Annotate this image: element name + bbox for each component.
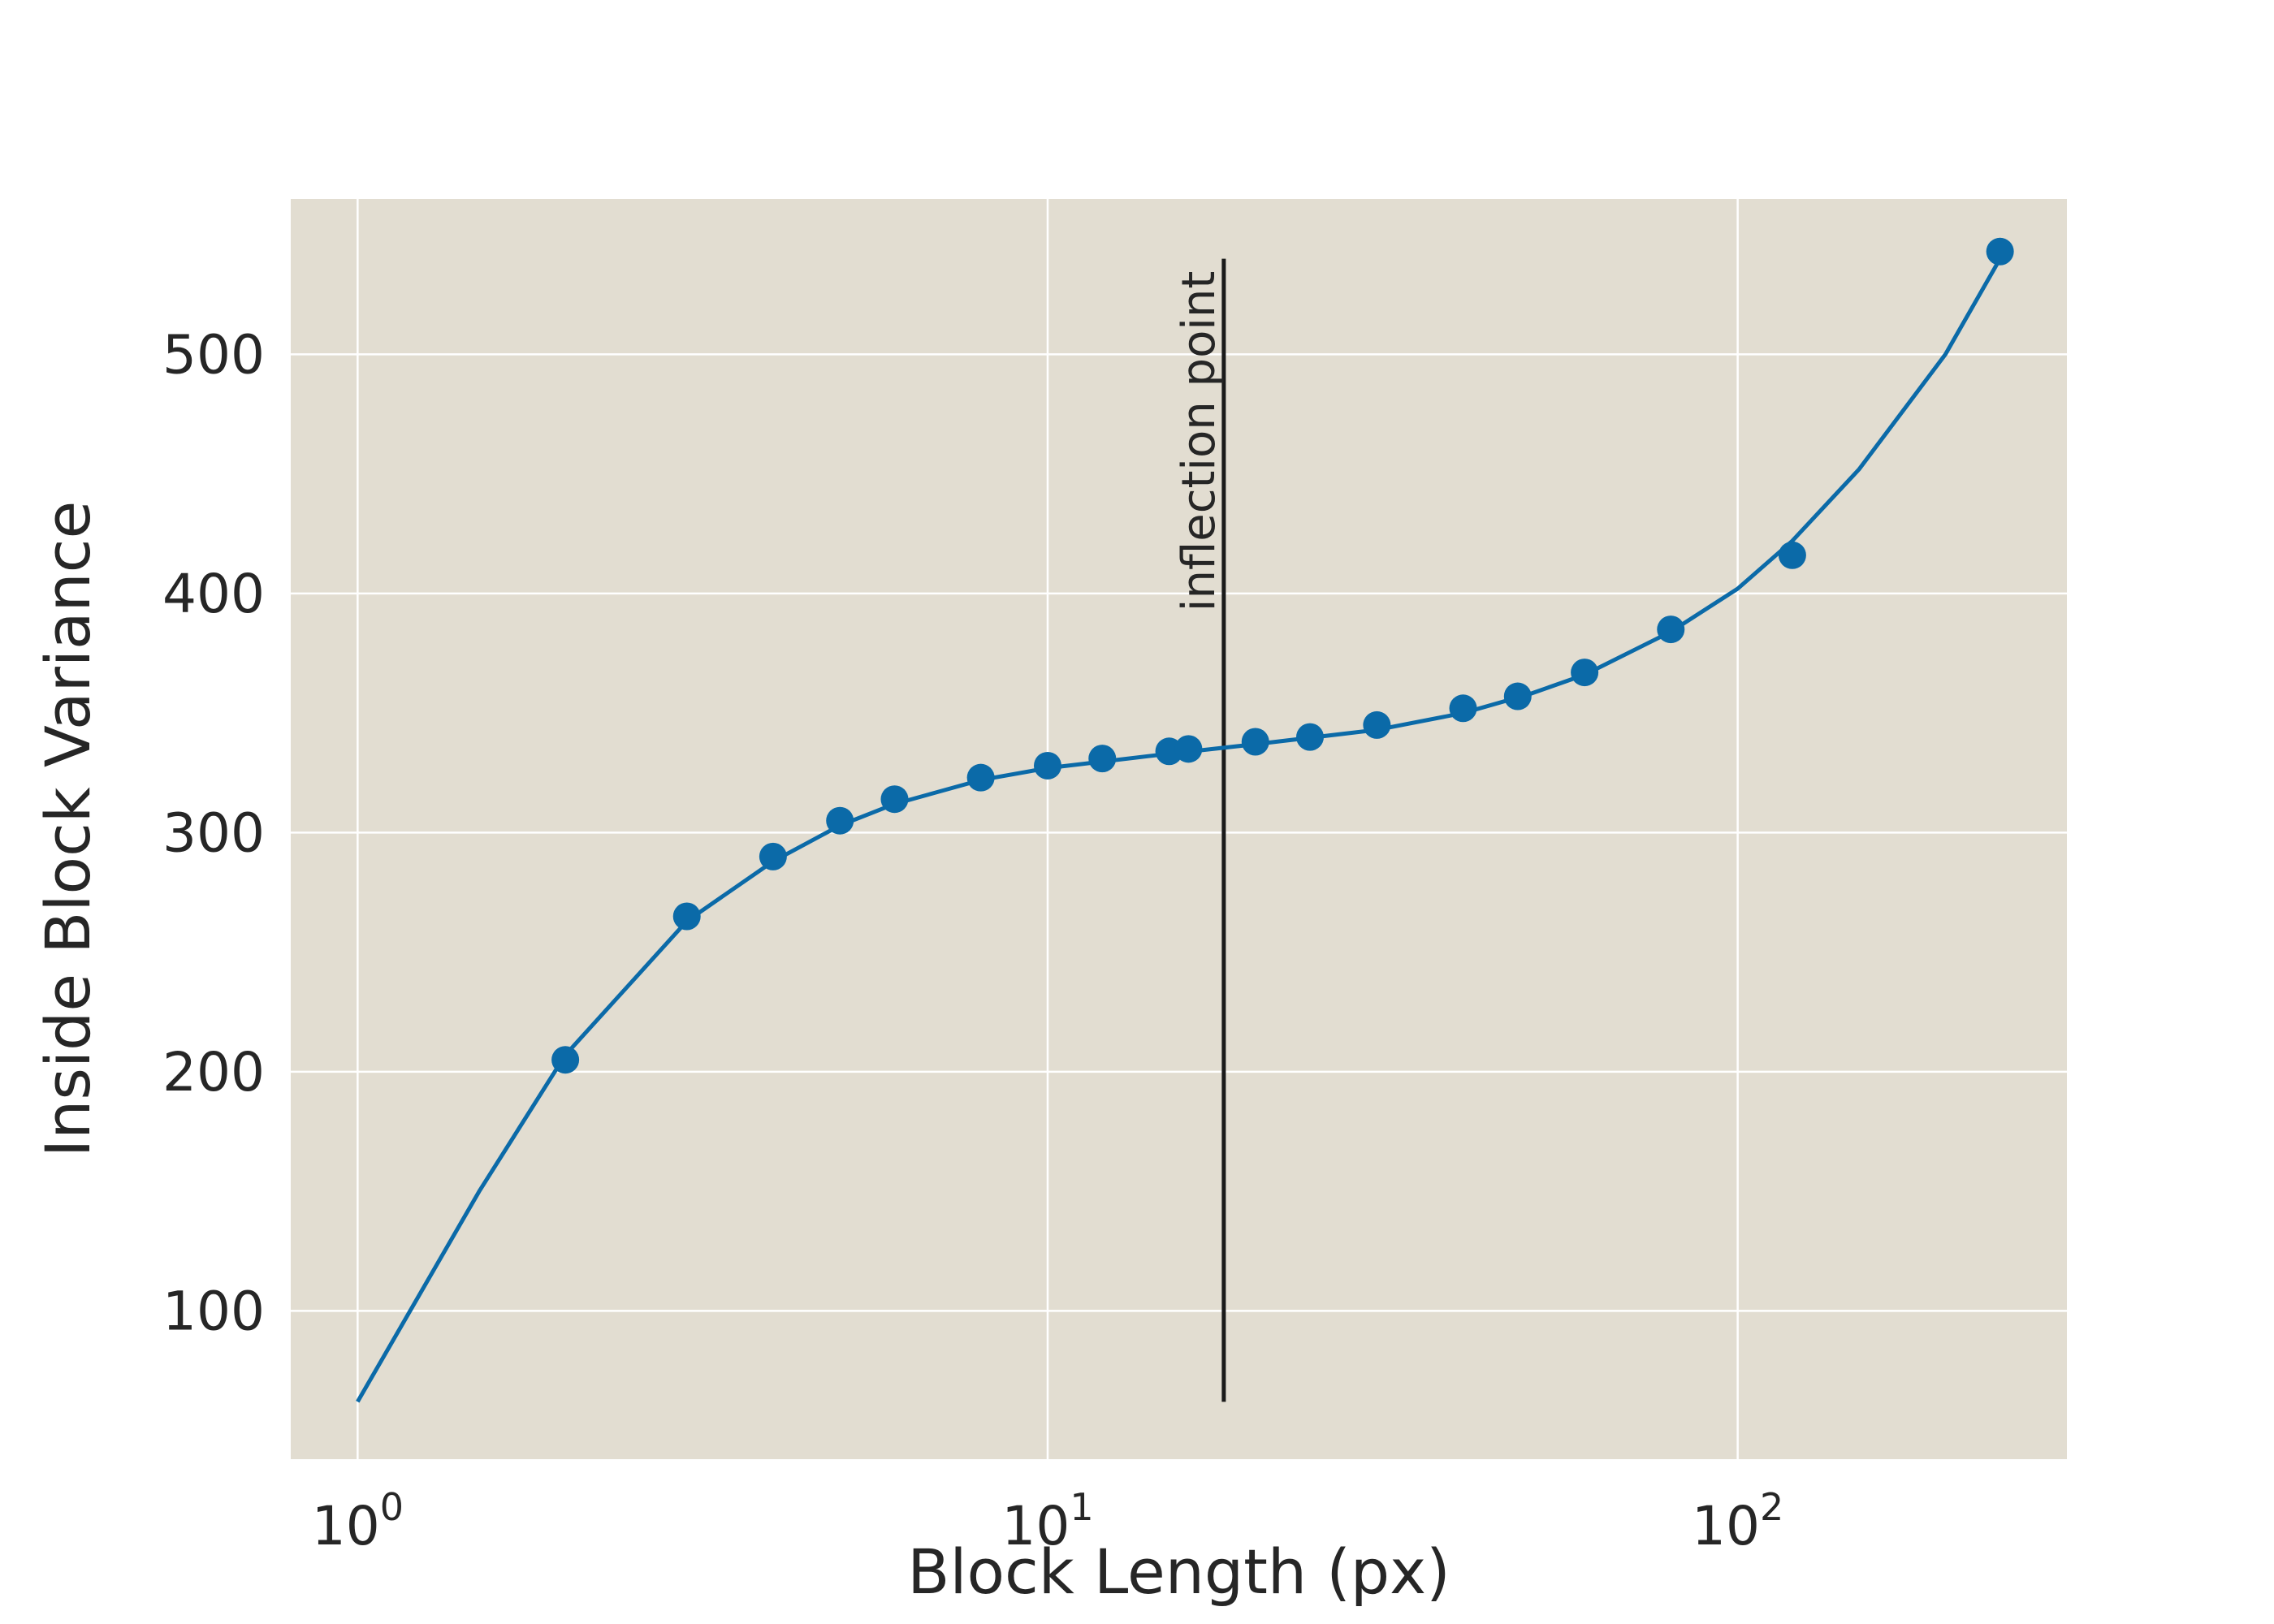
x-tick-label: 101 [1001,1485,1093,1557]
data-point [759,842,787,870]
y-tick-label: 400 [162,563,265,625]
data-point [1174,735,1203,763]
data-point [880,785,909,814]
data-point [1986,237,2014,266]
data-point [1657,615,1685,644]
y-tick-label: 300 [162,801,265,864]
data-point [966,763,995,792]
data-point [1241,728,1269,756]
x-tick-label: 102 [1692,1485,1783,1557]
annotation: inflection point [1173,258,1226,1402]
inflection-label: inflection point [1173,271,1226,611]
grid [291,199,2067,1459]
x-axis-label: Block Length (px) [907,1535,1450,1608]
plot-background [291,199,2067,1459]
data-point [826,806,854,835]
data-point [1778,541,1806,569]
data-point [1363,710,1391,739]
data-point [672,902,701,931]
x-tick-label: 100 [312,1485,404,1557]
data-point [1088,745,1117,773]
data-point [1503,682,1532,710]
data-points [551,237,2014,1074]
y-tick-label: 200 [162,1041,265,1104]
data-point [1033,751,1061,780]
data-point [1571,659,1599,687]
data-point [551,1046,580,1074]
y-tick-label: 500 [162,323,265,386]
data-point [1449,694,1477,723]
y-tick-labels: 100 200 300 400 500 [162,323,265,1342]
data-point [1296,723,1325,751]
y-tick-label: 100 [162,1280,265,1342]
y-axis-label: Inside Block Variance [32,501,104,1157]
x-tick-labels: 100 101 102 [312,1485,1784,1557]
